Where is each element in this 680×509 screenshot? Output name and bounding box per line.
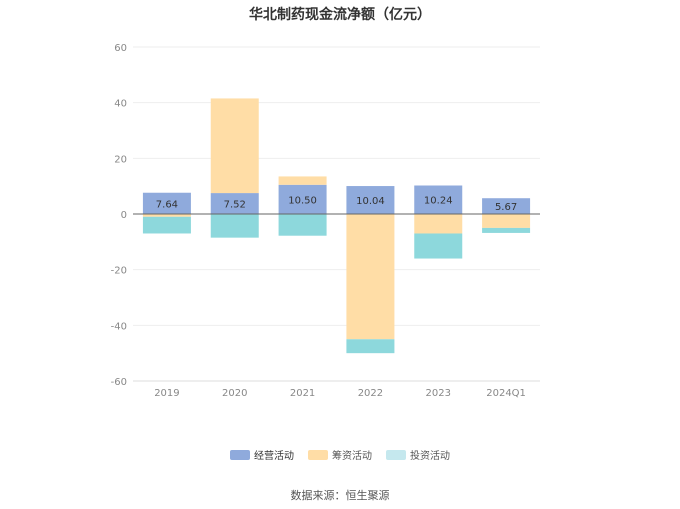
legend-item[interactable]: 筹资活动 xyxy=(308,447,372,462)
y-tick-label: -40 xyxy=(111,321,127,332)
chart-title: 华北制药现金流净额（亿元） xyxy=(249,7,431,23)
bar-data-label: 10.50 xyxy=(288,195,317,206)
bar-segment xyxy=(210,214,259,238)
bar-segment xyxy=(346,186,395,214)
bar-data-label: 7.52 xyxy=(224,200,246,211)
x-tick-label: 2021 xyxy=(290,388,315,399)
bar-segment xyxy=(210,98,259,194)
legend-label: 投资活动 xyxy=(410,451,450,462)
legend-swatch xyxy=(230,449,250,460)
bar-segment xyxy=(482,227,531,233)
y-tick-label: 40 xyxy=(114,99,127,110)
bar-data-label: 7.64 xyxy=(156,199,178,210)
legend-item[interactable]: 投资活动 xyxy=(386,447,450,462)
bar-segment xyxy=(414,185,463,214)
legend-label: 经营活动 xyxy=(254,451,294,462)
bar-segment xyxy=(414,233,463,259)
bar-segment xyxy=(278,184,327,214)
bar-segment xyxy=(142,214,191,217)
bar-segment xyxy=(346,339,395,354)
bar-segment xyxy=(210,193,259,214)
x-tick-label: 2020 xyxy=(222,388,247,399)
bar-data-label: 10.04 xyxy=(356,196,385,207)
x-tick-label: 2019 xyxy=(154,388,179,399)
bar-segment xyxy=(414,214,463,234)
bar-segment xyxy=(278,214,327,236)
axis-group: 60 40 20 0 -20 -40 -60 2019 2020 2021 2022 2023 2024… xyxy=(111,43,540,399)
y-tick-label: -20 xyxy=(111,266,127,277)
legend-swatch xyxy=(308,449,328,460)
legend-label: 筹资活动 xyxy=(332,451,372,462)
bar-segment xyxy=(482,214,531,228)
y-tick-label: 0 xyxy=(121,210,127,221)
x-tick-label: 2024Q1 xyxy=(486,388,526,399)
chart-plot: 60 40 20 0 -20 -40 -60 2019 2020 2021 2022 2023 2024… xyxy=(111,43,540,399)
bar-segment xyxy=(142,216,191,234)
bar-data-label: 5.67 xyxy=(495,202,517,213)
bar-segment xyxy=(482,198,531,214)
bar-data-label: 10.24 xyxy=(424,196,453,207)
x-tick-label: 2022 xyxy=(358,388,383,399)
x-tick-label: 2023 xyxy=(426,388,451,399)
bar-segment xyxy=(278,176,327,185)
legend-swatch xyxy=(386,449,406,460)
legend: 经营活动 筹资活动 投资活动 xyxy=(0,447,680,462)
y-tick-label: -60 xyxy=(111,377,127,388)
source-note: 数据来源：恒生聚源 xyxy=(290,489,390,502)
bar-segment xyxy=(346,214,395,340)
bar-group xyxy=(142,98,531,354)
bar-segment xyxy=(142,192,191,214)
data-label-group: 7.64 7.52 10.50 10.04 10.24 5.67 xyxy=(156,195,517,213)
legend-item[interactable]: 经营活动 xyxy=(230,447,294,462)
y-tick-label: 20 xyxy=(114,154,127,165)
grid-lines xyxy=(133,46,540,382)
y-tick-label: 60 xyxy=(114,43,127,54)
